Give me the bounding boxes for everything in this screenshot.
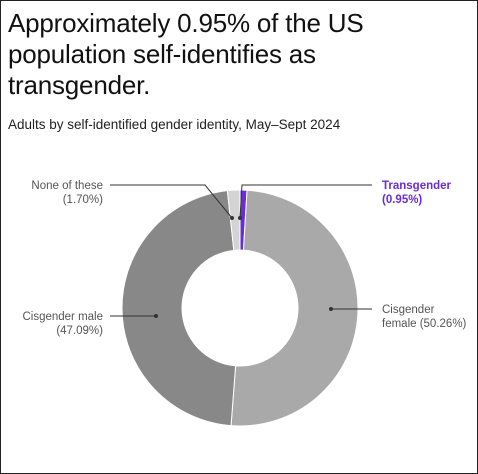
slice-none-of-these [226,189,241,251]
leader-line-transgender [239,184,372,219]
leader-dot-transgender [238,216,242,220]
label-female-name: Cisgender [382,304,435,316]
label-none-name: None of these [31,180,103,192]
chart-subtitle: Adults by self-identified gender identit… [8,117,341,132]
chart-title: Approximately 0.95% of the US population… [8,8,364,100]
label-male-name: Cisgender male [22,311,103,323]
leader-dot-male [154,314,158,318]
leader-dot-none [230,216,234,220]
slice-cisgender-male [121,190,237,427]
label-male-value: (47.09%) [56,325,103,337]
label-none-value: (1.70%) [63,194,103,206]
slice-cisgender-female [230,189,359,427]
leader-dot-female [329,307,333,311]
label-transgender-value: (0.95%) [382,194,422,206]
donut-slices [121,189,359,427]
label-transgender-name: Transgender [382,180,452,192]
label-female-value: female (50.26%) [382,318,467,330]
leader-line-none [110,184,233,219]
